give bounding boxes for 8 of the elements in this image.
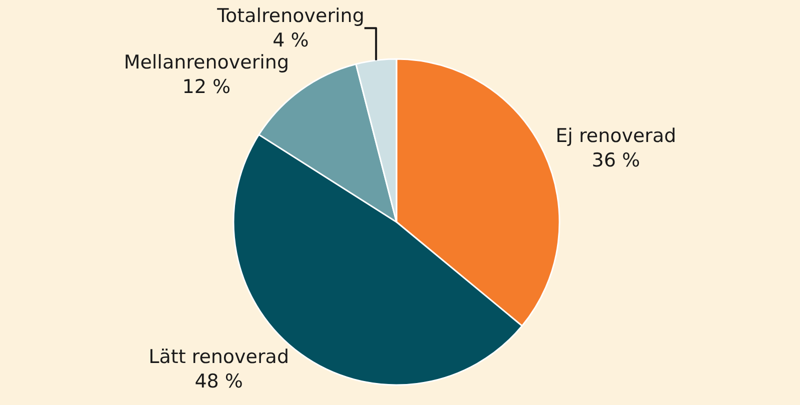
data-label: 48 %	[194, 370, 243, 393]
slice-label: Totalrenovering	[216, 4, 364, 27]
data-label: 12 %	[182, 76, 231, 98]
slice-label: Mellanrenovering	[124, 51, 290, 74]
data-label: 36 %	[592, 150, 640, 172]
slice-label: Lätt renoverad	[148, 346, 290, 368]
data-label: 4 %	[272, 29, 309, 52]
slice-label: Ej renoverad	[556, 125, 676, 148]
